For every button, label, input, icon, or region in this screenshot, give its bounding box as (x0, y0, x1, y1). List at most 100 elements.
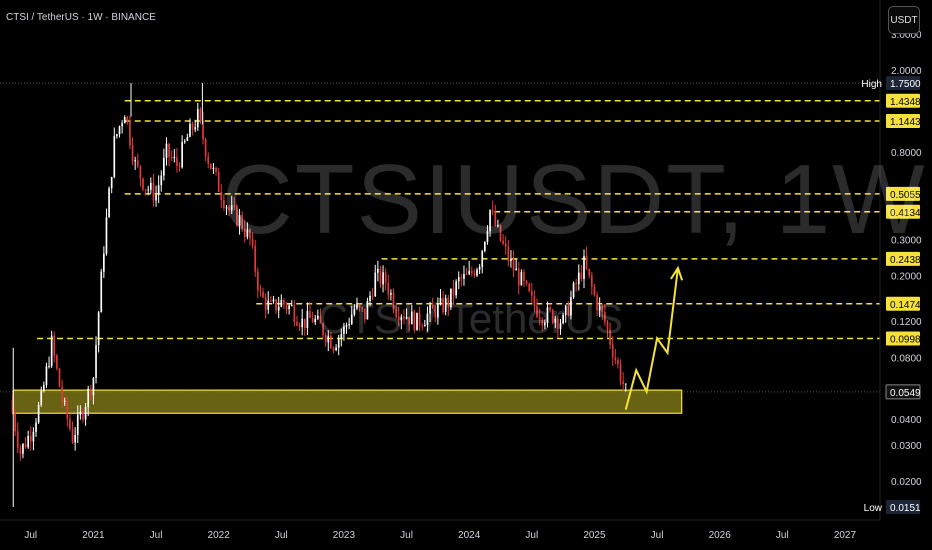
candle-body (455, 281, 457, 296)
candle-body (16, 431, 19, 448)
projection-arrow-layer (624, 265, 684, 410)
candle-body (251, 238, 254, 246)
candle-body (121, 123, 123, 127)
level-price-label-badge (886, 93, 920, 108)
candle-body (572, 283, 575, 298)
level-price-label: 0.0998 (890, 335, 921, 346)
candle-body (303, 318, 306, 328)
candle-body (483, 241, 486, 252)
candle-body (202, 120, 204, 140)
candle-body (178, 165, 181, 168)
current-price-label-badge (885, 384, 921, 400)
candle-body (32, 431, 35, 442)
candle-body (230, 205, 233, 211)
candle-body (19, 447, 22, 454)
candle-body (426, 313, 429, 326)
candle-body (63, 400, 66, 402)
price-tick-label: 0.0800 (891, 353, 922, 364)
candle-body (186, 137, 189, 141)
candles-layer (11, 83, 627, 507)
candle-body (105, 217, 108, 254)
candle-body (423, 325, 426, 327)
candle-body (61, 386, 63, 402)
candle-body (95, 345, 97, 378)
candle-body (58, 368, 61, 387)
currency-button[interactable]: USDT (888, 6, 920, 34)
candle-body (567, 305, 570, 316)
candle-body (246, 229, 249, 237)
level-price-label-badge (886, 113, 920, 128)
candle-body (614, 357, 617, 361)
candle-body (593, 286, 596, 296)
candle-body (486, 231, 489, 242)
time-tick-label: 2021 (82, 530, 105, 541)
candle-body (293, 305, 296, 323)
candle-body (444, 298, 447, 312)
time-tick-label: Jul (275, 530, 288, 541)
candle-body (254, 245, 257, 272)
candle-body (416, 312, 418, 331)
candle-body (601, 305, 604, 313)
price-tick-label: 0.3000 (891, 235, 922, 246)
candle-body (348, 324, 350, 326)
candle-body (585, 256, 588, 269)
candle-body (387, 282, 390, 295)
candle-body (189, 123, 191, 138)
candle-body (123, 117, 126, 124)
symbol-title[interactable]: CTSI / TetherUS · 1W · BINANCE (6, 12, 156, 23)
candle-body (557, 318, 559, 329)
candle-body (570, 297, 572, 316)
candle-body (382, 272, 384, 285)
candle-body (418, 312, 421, 326)
level-price-label-badge (886, 251, 920, 266)
candle-body (45, 366, 48, 385)
candle-body (551, 309, 554, 323)
candle-body (199, 109, 202, 121)
candle-body (220, 191, 223, 200)
candle-body (408, 317, 411, 325)
candle-body (429, 304, 431, 314)
candle-body (92, 377, 95, 396)
candle-body (622, 381, 624, 384)
candle-body (108, 188, 110, 218)
projection-arrow-head (670, 265, 684, 281)
candle-body (390, 292, 392, 295)
candle-body (319, 315, 322, 324)
level-price-label-badge (886, 186, 920, 201)
candle-body (356, 304, 358, 309)
time-tick-label: Jul (525, 530, 538, 541)
candle-body (74, 434, 76, 443)
candle-body (510, 259, 512, 262)
candle-body (136, 160, 139, 167)
candle-body (168, 143, 170, 158)
candle-body (588, 268, 591, 276)
candle-body (223, 199, 225, 209)
candle-body (583, 256, 585, 280)
level-price-label: 1.1443 (890, 117, 921, 128)
candle-body (481, 251, 484, 268)
candle-body (350, 314, 353, 325)
candle-body (400, 316, 403, 321)
time-tick-label: Jul (24, 530, 37, 541)
candle-body (163, 157, 165, 176)
current-price-label: 0.0549 (890, 388, 921, 399)
candle-body (434, 308, 437, 318)
time-tick-label: Jul (651, 530, 664, 541)
candle-body (619, 364, 622, 382)
watermark-symbol: CTSIUSDT, 1W (222, 144, 927, 254)
candle-body (598, 305, 601, 311)
candle-body (447, 298, 450, 308)
candle-body (134, 160, 137, 162)
candle-body (173, 157, 176, 159)
candle-body (129, 120, 131, 146)
candle-body (340, 333, 343, 339)
price-tick-label: 0.0400 (891, 415, 922, 426)
candle-body (285, 304, 288, 310)
candle-body (611, 344, 614, 358)
candle-body (363, 308, 366, 320)
candle-body (110, 177, 113, 189)
candle-body (596, 295, 598, 311)
candle-body (264, 297, 267, 310)
candle-body (512, 259, 515, 271)
